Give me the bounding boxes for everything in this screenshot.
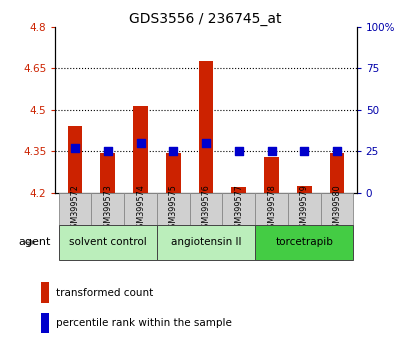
Text: GSM399577: GSM399577 bbox=[234, 184, 243, 233]
Text: percentile rank within the sample: percentile rank within the sample bbox=[56, 318, 231, 328]
Bar bbox=[124, 193, 157, 225]
Text: GSM399574: GSM399574 bbox=[136, 184, 145, 233]
Bar bbox=[166, 153, 180, 193]
Bar bbox=[254, 225, 353, 260]
Bar bbox=[198, 61, 213, 193]
Bar bbox=[320, 193, 353, 225]
Point bbox=[267, 149, 274, 154]
Bar bbox=[91, 193, 124, 225]
Point bbox=[170, 149, 176, 154]
Bar bbox=[263, 157, 278, 193]
Bar bbox=[41, 313, 49, 333]
Bar bbox=[157, 225, 254, 260]
Bar bbox=[329, 153, 344, 193]
Bar bbox=[133, 105, 148, 193]
Point bbox=[104, 149, 111, 154]
Text: solvent control: solvent control bbox=[69, 238, 146, 247]
Text: GSM399572: GSM399572 bbox=[70, 184, 79, 233]
Text: torcetrapib: torcetrapib bbox=[275, 238, 333, 247]
Point bbox=[137, 140, 144, 146]
Text: GSM399575: GSM399575 bbox=[169, 184, 178, 233]
Point bbox=[300, 149, 307, 154]
Text: GSM399576: GSM399576 bbox=[201, 184, 210, 233]
Bar bbox=[67, 126, 82, 193]
Text: GSM399580: GSM399580 bbox=[332, 184, 341, 233]
Bar bbox=[58, 225, 157, 260]
Point bbox=[72, 145, 78, 151]
Bar bbox=[287, 193, 320, 225]
Text: GSM399579: GSM399579 bbox=[299, 184, 308, 233]
Bar bbox=[222, 193, 254, 225]
Bar bbox=[189, 193, 222, 225]
Text: GSM399578: GSM399578 bbox=[266, 184, 275, 233]
Bar bbox=[58, 193, 91, 225]
Bar bbox=[157, 193, 189, 225]
Point bbox=[202, 140, 209, 146]
Text: GSM399573: GSM399573 bbox=[103, 184, 112, 233]
Point bbox=[333, 149, 339, 154]
Point bbox=[235, 149, 241, 154]
Text: GDS3556 / 236745_at: GDS3556 / 236745_at bbox=[128, 12, 281, 27]
Text: agent: agent bbox=[18, 238, 51, 247]
Bar bbox=[231, 187, 245, 193]
Bar bbox=[100, 153, 115, 193]
Bar bbox=[254, 193, 287, 225]
Text: angiotensin II: angiotensin II bbox=[171, 238, 240, 247]
Bar bbox=[296, 186, 311, 193]
Bar bbox=[41, 282, 49, 303]
Text: transformed count: transformed count bbox=[56, 288, 153, 298]
